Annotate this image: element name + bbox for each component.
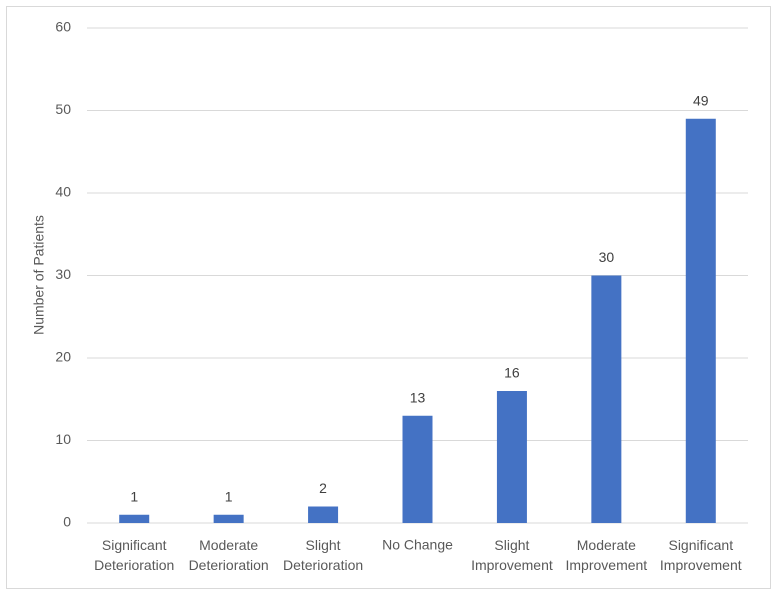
bar xyxy=(496,391,527,523)
data-label: 1 xyxy=(130,488,138,504)
data-label: 1 xyxy=(225,488,233,504)
y-tick-label: 50 xyxy=(55,101,71,117)
data-label: 13 xyxy=(410,389,426,405)
x-tick-label: Significant Deterioration xyxy=(94,537,174,573)
bar xyxy=(213,514,244,523)
y-tick-label: 0 xyxy=(63,514,71,530)
y-tick-label: 40 xyxy=(55,184,71,200)
chart-border xyxy=(6,6,771,589)
x-tick-label: Slight Deterioration xyxy=(283,537,363,573)
x-tick-label: Significant Improvement xyxy=(660,537,742,573)
y-tick-label: 60 xyxy=(55,19,71,35)
y-tick-label: 20 xyxy=(55,349,71,365)
data-label: 16 xyxy=(504,365,520,381)
x-tick-label: No Change xyxy=(382,537,453,553)
y-axis-label: Number of Patients xyxy=(31,215,47,335)
x-tick-label: Moderate Improvement xyxy=(566,537,648,573)
bar xyxy=(119,514,150,523)
data-label: 49 xyxy=(693,92,709,108)
data-label: 30 xyxy=(599,249,615,265)
data-label: 2 xyxy=(319,480,327,496)
bar xyxy=(685,118,716,523)
x-tick-label: Slight Improvement xyxy=(471,537,553,573)
x-tick-label: Moderate Deterioration xyxy=(189,537,269,573)
bar xyxy=(402,415,433,523)
bar xyxy=(308,506,339,523)
y-tick-label: 30 xyxy=(55,266,71,282)
bar xyxy=(591,275,622,523)
y-tick-label: 10 xyxy=(55,431,71,447)
